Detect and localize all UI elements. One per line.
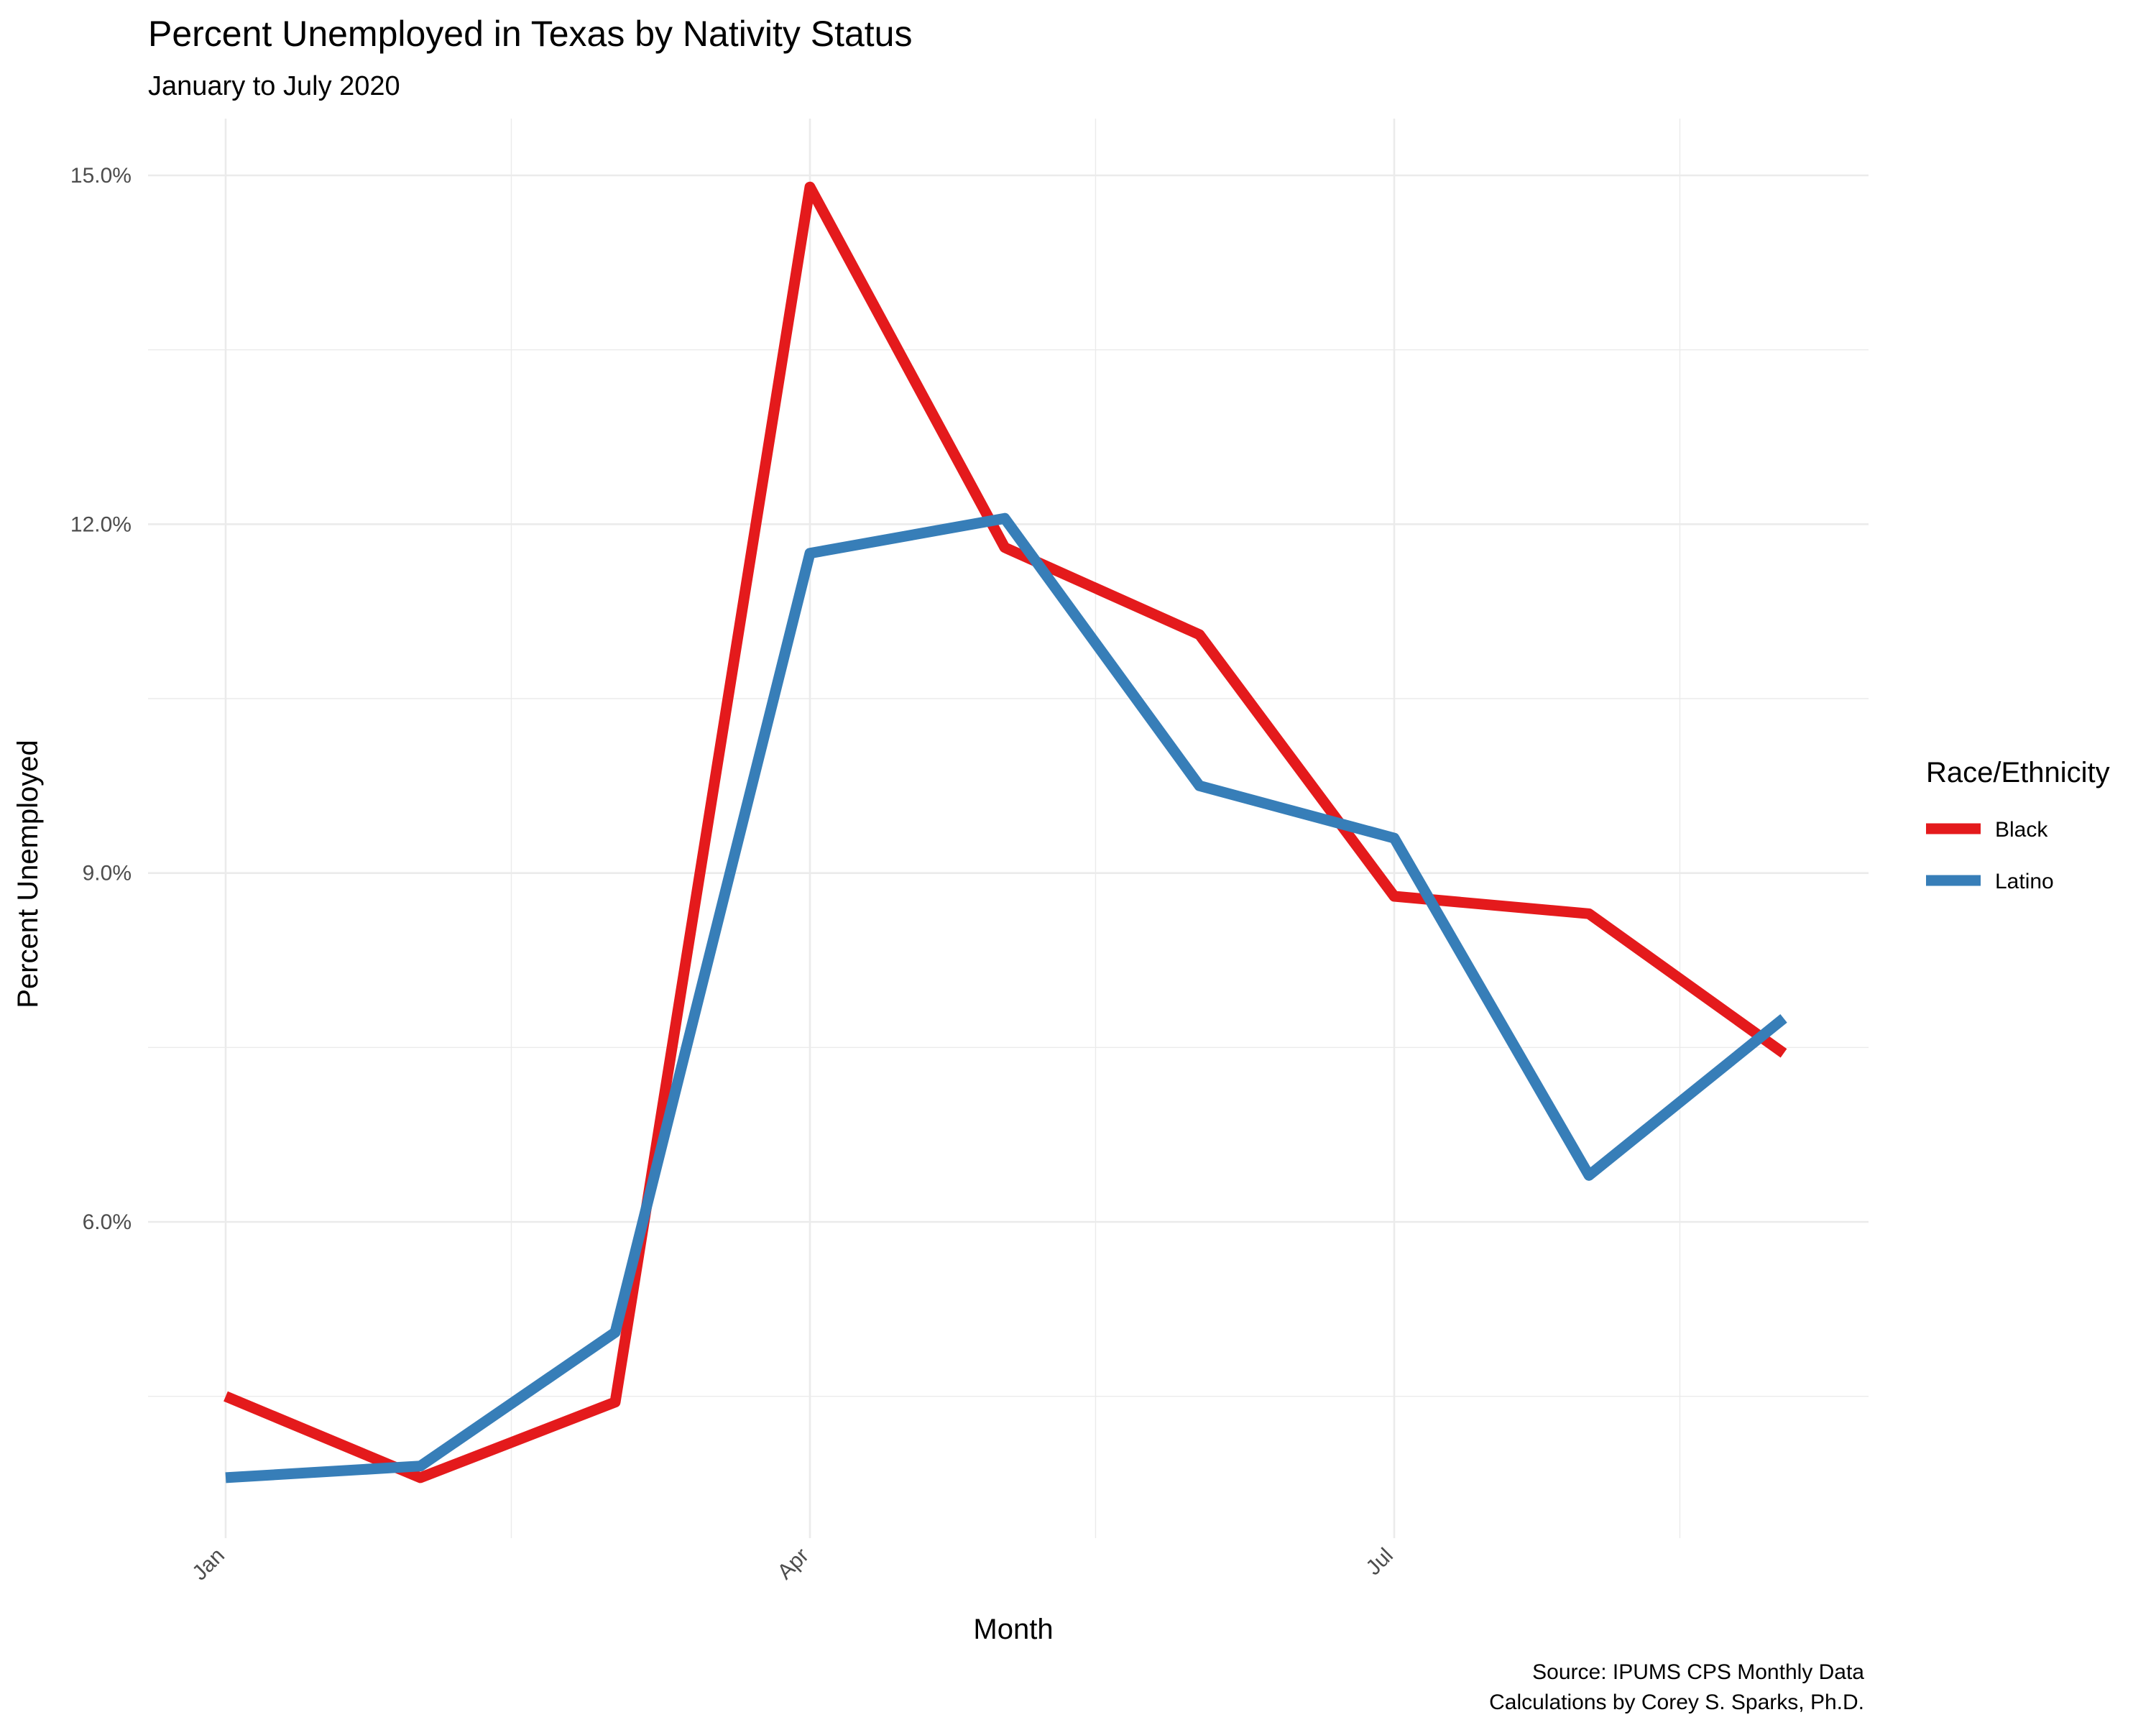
y-tick-label: 15.0%	[70, 164, 132, 188]
y-tick-label: 6.0%	[83, 1210, 132, 1234]
chart-title: Percent Unemployed in Texas by Nativity …	[148, 14, 912, 54]
x-tick-label: Apr	[773, 1544, 814, 1584]
legend-title: Race/Ethnicity	[1926, 757, 2110, 788]
x-tick-label: Jan	[188, 1544, 229, 1586]
series-lines	[224, 181, 1787, 1484]
chart-subtitle: January to July 2020	[148, 71, 400, 101]
series-line-black	[224, 181, 1787, 1484]
series-line-latino	[225, 512, 1787, 1484]
y-tick-label: 9.0%	[83, 862, 132, 886]
y-tick-label: 12.0%	[70, 512, 132, 536]
legend: Race/Ethnicity Black Latino	[1926, 757, 2110, 893]
gridlines	[148, 119, 1869, 1538]
caption-source: Source: IPUMS CPS Monthly Data	[1532, 1660, 1864, 1684]
y-axis-title: Percent Unemployed	[12, 740, 44, 1008]
legend-label-latino: Latino	[1995, 870, 2054, 893]
caption-credit: Calculations by Corey S. Sparks, Ph.D.	[1489, 1690, 1864, 1714]
x-axis-ticks: Jan Apr Jul	[188, 1544, 1398, 1586]
y-axis-ticks: 6.0% 9.0% 12.0% 15.0%	[70, 164, 132, 1234]
legend-label-black: Black	[1995, 818, 2048, 842]
caption: Source: IPUMS CPS Monthly Data Calculati…	[1489, 1660, 1864, 1714]
x-tick-label: Jul	[1361, 1544, 1397, 1580]
x-axis-title: Month	[973, 1614, 1053, 1645]
